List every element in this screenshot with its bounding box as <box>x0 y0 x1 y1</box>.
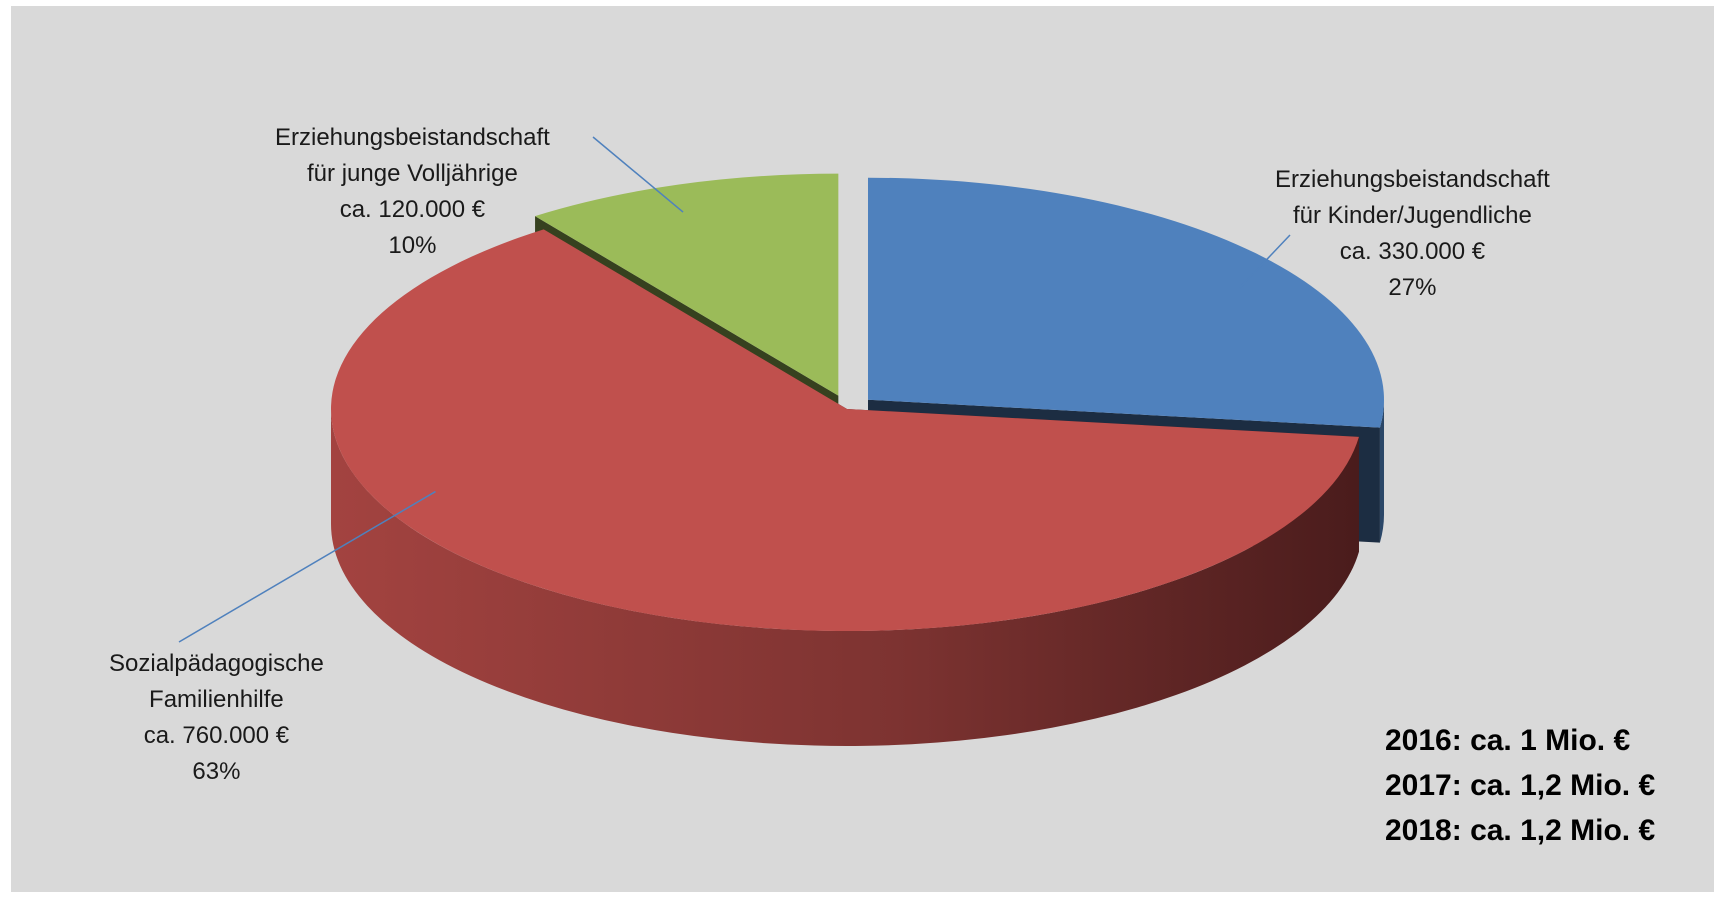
total-2017: 2017: ca. 1,2 Mio. € <box>1385 769 1656 802</box>
slice-label-line: Erziehungsbeistandschaft <box>275 124 550 151</box>
total-2016: 2016: ca. 1 Mio. € <box>1385 724 1631 757</box>
slice-label-line: Sozialpädagogische <box>109 650 324 677</box>
leader-line-1 <box>178 490 436 643</box>
pie-chart <box>178 136 1385 746</box>
leader-line-0 <box>1239 234 1291 289</box>
slice-2 <box>535 173 839 396</box>
slice-label-volljaehrige: Erziehungsbeistandschaft für junge Vollj… <box>275 120 550 264</box>
slice-percent: 10% <box>388 232 437 259</box>
slice-0 <box>868 177 1385 428</box>
slice-label-kinder: Erziehungsbeistandschaft für Kinder/Juge… <box>1275 162 1550 306</box>
slice-label-line: Familienhilfe <box>149 686 284 713</box>
slice-1 <box>330 229 1359 631</box>
slice-label-line: Erziehungsbeistandschaft <box>1275 166 1550 193</box>
slice-label-line: für junge Volljährige <box>307 160 518 187</box>
slice-side-1 <box>331 409 1359 746</box>
leader-line-2 <box>592 136 684 213</box>
slice-side-0 <box>1379 399 1385 543</box>
slice-label-familienhilfe: Sozialpädagogische Familienhilfe ca. 760… <box>109 646 324 790</box>
slice-label-line: für Kinder/Jugendliche <box>1293 202 1532 229</box>
slice-percent: 63% <box>192 758 241 785</box>
slice-label-line: ca. 330.000 € <box>1339 238 1486 265</box>
slice-percent: 27% <box>1388 274 1437 301</box>
slice-label-line: ca. 120.000 € <box>339 196 486 223</box>
totals-annotation: 2016: ca. 1 Mio. € 2017: ca. 1,2 Mio. € … <box>1385 718 1655 853</box>
chart-area: Erziehungsbeistandschaft für Kinder/Juge… <box>11 6 1714 892</box>
total-2018: 2018: ca. 1,2 Mio. € <box>1385 814 1656 847</box>
slice-label-line: ca. 760.000 € <box>143 722 290 749</box>
